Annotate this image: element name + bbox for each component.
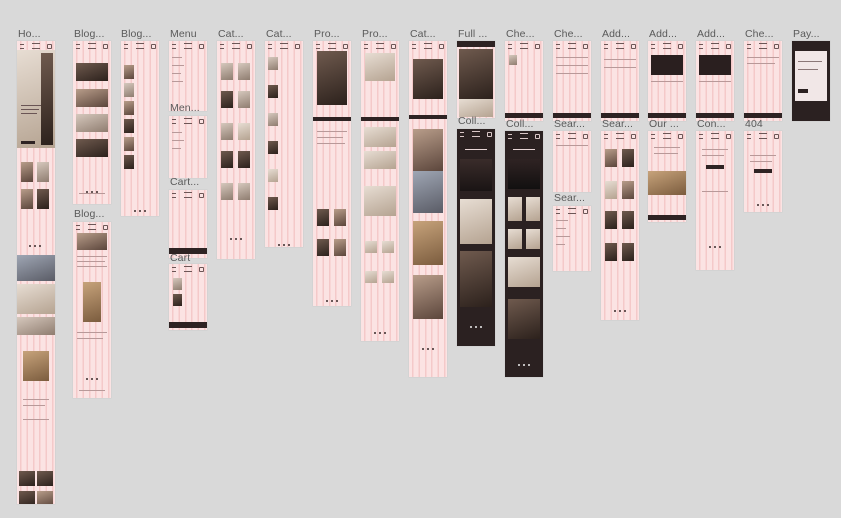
- frame-label-sear-1[interactable]: Sear...: [554, 118, 586, 130]
- frame-label-blog-2[interactable]: Blog...: [121, 28, 152, 40]
- frame-coll-1[interactable]: [457, 129, 495, 346]
- frame-label-cat-1[interactable]: Cat...: [218, 28, 244, 40]
- frame-label-che-2[interactable]: Che...: [554, 28, 583, 40]
- frame-cart-2[interactable]: [169, 264, 207, 330]
- frame-cat-2[interactable]: [265, 41, 303, 247]
- frame-con[interactable]: [696, 131, 734, 270]
- frame-label-404[interactable]: 404: [745, 118, 763, 130]
- frame-label-che-3[interactable]: Che...: [745, 28, 774, 40]
- frame-label-cart-1[interactable]: Cart...: [170, 176, 200, 188]
- frame-blog-3[interactable]: [73, 222, 111, 398]
- frame-pro-1[interactable]: [313, 41, 351, 306]
- frame-cart-1[interactable]: [169, 190, 207, 258]
- frame-label-coll-2[interactable]: Coll...: [506, 118, 534, 130]
- frame-label-cat-3[interactable]: Cat...: [410, 28, 436, 40]
- frame-label-add-3[interactable]: Add...: [697, 28, 726, 40]
- frame-label-pro-1[interactable]: Pro...: [314, 28, 340, 40]
- frame-label-add-2[interactable]: Add...: [649, 28, 678, 40]
- frame-cat-1[interactable]: [217, 41, 255, 259]
- frame-menu[interactable]: [169, 41, 207, 111]
- frame-label-full[interactable]: Full ...: [458, 28, 488, 40]
- frame-add-1[interactable]: [601, 41, 639, 121]
- frame-che-2[interactable]: [553, 41, 591, 121]
- frame-label-che-1[interactable]: Che...: [506, 28, 535, 40]
- frame-menu-2[interactable]: [169, 116, 207, 178]
- frame-label-con[interactable]: Con...: [697, 118, 726, 130]
- frame-label-pro-2[interactable]: Pro...: [362, 28, 388, 40]
- frame-full[interactable]: [457, 41, 495, 118]
- frame-sear-2[interactable]: [601, 131, 639, 320]
- frame-label-home[interactable]: Ho...: [18, 28, 41, 40]
- frame-label-blog-3[interactable]: Blog...: [74, 208, 105, 220]
- frame-label-cart-2[interactable]: Cart: [170, 252, 191, 264]
- frame-label-add-1[interactable]: Add...: [602, 28, 631, 40]
- frame-home[interactable]: [17, 41, 55, 504]
- frame-label-blog-1[interactable]: Blog...: [74, 28, 105, 40]
- frame-404[interactable]: [744, 131, 782, 212]
- frame-cat-3[interactable]: [409, 41, 447, 377]
- frame-label-menu-2[interactable]: Men...: [170, 102, 200, 114]
- frame-che-1[interactable]: [505, 41, 543, 121]
- frame-pay[interactable]: [792, 41, 830, 121]
- frame-sear-3[interactable]: [553, 206, 591, 271]
- frame-label-pay[interactable]: Pay...: [793, 28, 820, 40]
- frame-coll-2[interactable]: [505, 131, 543, 377]
- frame-label-sear-2[interactable]: Sear...: [602, 118, 634, 130]
- frame-label-menu[interactable]: Menu: [170, 28, 197, 40]
- frame-label-cat-2[interactable]: Cat...: [266, 28, 292, 40]
- frame-label-sear-3[interactable]: Sear...: [554, 192, 586, 204]
- frame-blog-1[interactable]: [73, 41, 111, 204]
- frame-blog-2[interactable]: [121, 41, 159, 216]
- frame-add-3[interactable]: [696, 41, 734, 121]
- frame-our[interactable]: [648, 131, 686, 222]
- frame-pro-2[interactable]: [361, 41, 399, 341]
- frame-label-coll-1[interactable]: Coll...: [458, 115, 486, 127]
- frame-sear-1[interactable]: [553, 131, 591, 192]
- frame-che-3[interactable]: [744, 41, 782, 121]
- frame-label-our[interactable]: Our ...: [649, 118, 679, 130]
- frame-add-2[interactable]: [648, 41, 686, 121]
